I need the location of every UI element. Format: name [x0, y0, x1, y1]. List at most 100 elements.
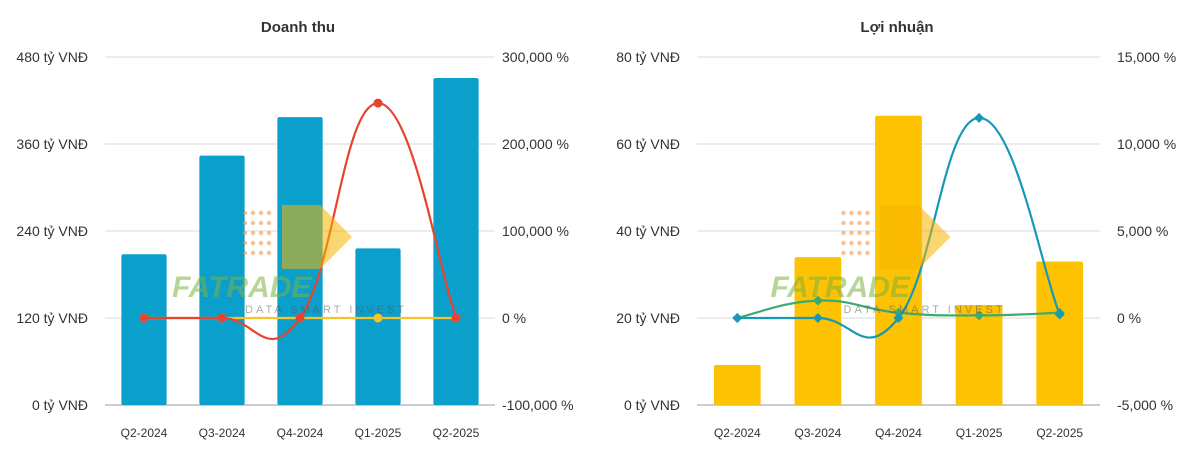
bar: [713, 364, 761, 405]
watermark-dot: [258, 240, 264, 246]
watermark-dot: [242, 230, 248, 236]
line-point: [974, 310, 985, 321]
bar: [1036, 261, 1084, 405]
watermark-dot: [865, 230, 870, 236]
chart-2: Lợi nhuận 0 tỷ VNĐ 20 tỷ VNĐ 40 tỷ VNĐ 60 tỷ…: [616, 19, 1176, 440]
watermark-text: FATRADE: [771, 271, 911, 304]
watermark-dot: [266, 230, 272, 236]
watermark-dot: [841, 250, 846, 256]
watermark-dot: [258, 250, 264, 256]
y-right-tick-label: 100,000 %: [502, 223, 569, 239]
watermark-arrow-shape: [880, 205, 951, 269]
bar: [794, 257, 842, 405]
x-tick-label: Q1-2025: [355, 426, 402, 440]
x-tick-label: Q4-2024: [875, 426, 922, 440]
y-left-tick-label: 240 tỷ VNĐ: [16, 223, 88, 239]
watermark-dot: [841, 220, 846, 226]
line-point: [812, 313, 823, 323]
y-left-tick-label: 80 tỷ VNĐ: [616, 49, 680, 65]
watermark-dot: [857, 210, 862, 216]
watermark-dot: [857, 240, 862, 246]
x-tick-label: Q3-2024: [199, 426, 246, 440]
watermark-dot: [849, 250, 854, 256]
watermark-dot: [242, 250, 248, 256]
watermark-dot: [841, 210, 846, 216]
watermark-dot: [242, 240, 248, 246]
line-point: [295, 313, 305, 323]
y-right-tick-label: 0 %: [1117, 310, 1141, 326]
watermark-dot: [266, 250, 272, 256]
watermark-dot: [250, 240, 256, 246]
bar: [433, 78, 479, 406]
bar: [199, 155, 245, 405]
y-left-tick-label: 120 tỷ VNĐ: [16, 310, 88, 326]
line-point: [893, 313, 904, 323]
line-point: [451, 313, 461, 323]
watermark-text: FATRADE: [172, 271, 312, 304]
chart-title: Doanh thu: [261, 19, 335, 36]
chart-title: Lợi nhuận: [860, 19, 933, 36]
watermark-subtext: DATA SMART INVEST: [844, 304, 1006, 316]
y-left-tick-label: 40 tỷ VNĐ: [616, 223, 680, 239]
watermark-dot: [849, 230, 854, 236]
watermark-dot: [857, 250, 862, 256]
x-tick-label: Q2-2025: [433, 426, 480, 440]
watermark-dot: [865, 240, 870, 246]
bar: [955, 304, 1003, 405]
watermark-dot: [242, 210, 248, 216]
line-point: [373, 98, 383, 108]
y-right-tick-label: 10,000 %: [1117, 136, 1176, 152]
watermark-dot: [258, 210, 264, 216]
watermark-dot: [266, 210, 272, 216]
x-tick-label: Q2-2024: [714, 426, 761, 440]
watermark-dot: [250, 220, 256, 226]
y-left-tick-label: 20 tỷ VNĐ: [616, 310, 680, 326]
line-point: [139, 313, 149, 323]
x-tick-label: Q2-2024: [121, 426, 168, 440]
watermark-dot: [849, 240, 854, 246]
y-right-tick-label: -100,000 %: [502, 397, 574, 413]
watermark-dot: [841, 230, 846, 236]
watermark-dot: [849, 210, 854, 216]
watermark-dot: [250, 210, 256, 216]
x-tick-label: Q2-2025: [1036, 426, 1083, 440]
line-point: [217, 313, 227, 323]
watermark-dot: [841, 240, 846, 246]
x-tick-label: Q4-2024: [277, 426, 324, 440]
y-left-tick-label: 480 tỷ VNĐ: [16, 49, 88, 65]
line-point: [1054, 309, 1065, 320]
line-point: [812, 295, 823, 306]
watermark-dot: [258, 220, 264, 226]
x-tick-label: Q3-2024: [795, 426, 842, 440]
watermark-subtext: DATA SMART INVEST: [245, 304, 407, 316]
y-right-tick-label: 0 %: [502, 310, 526, 326]
y-left-tick-label: 60 tỷ VNĐ: [616, 136, 680, 152]
chart-1: Doanh thu 0 tỷ VNĐ 120 tỷ VNĐ 240 tỷ VNĐ 360…: [16, 19, 573, 440]
watermark-dot: [865, 220, 870, 226]
y-left-tick-label: 0 tỷ VNĐ: [624, 397, 680, 413]
watermark-dot: [250, 230, 256, 236]
watermark-dot: [849, 220, 854, 226]
watermark-dot: [857, 230, 862, 236]
watermark-arrow-shape: [282, 205, 352, 269]
watermark-dot: [865, 210, 870, 216]
watermark-dot: [865, 250, 870, 256]
watermark-dot: [266, 240, 272, 246]
line-point: [732, 313, 743, 323]
line-point: [373, 313, 383, 323]
watermark-dot: [250, 250, 256, 256]
bar: [355, 248, 401, 405]
y-right-tick-label: 5,000 %: [1117, 223, 1168, 239]
watermark-dot: [242, 220, 248, 226]
y-right-tick-label: 15,000 %: [1117, 49, 1176, 65]
y-right-tick-label: 300,000 %: [502, 49, 569, 65]
bar: [121, 254, 167, 405]
y-left-tick-label: 0 tỷ VNĐ: [32, 397, 88, 413]
line-point: [974, 112, 985, 123]
x-tick-label: Q1-2025: [956, 426, 1003, 440]
y-left-tick-label: 360 tỷ VNĐ: [16, 136, 88, 152]
